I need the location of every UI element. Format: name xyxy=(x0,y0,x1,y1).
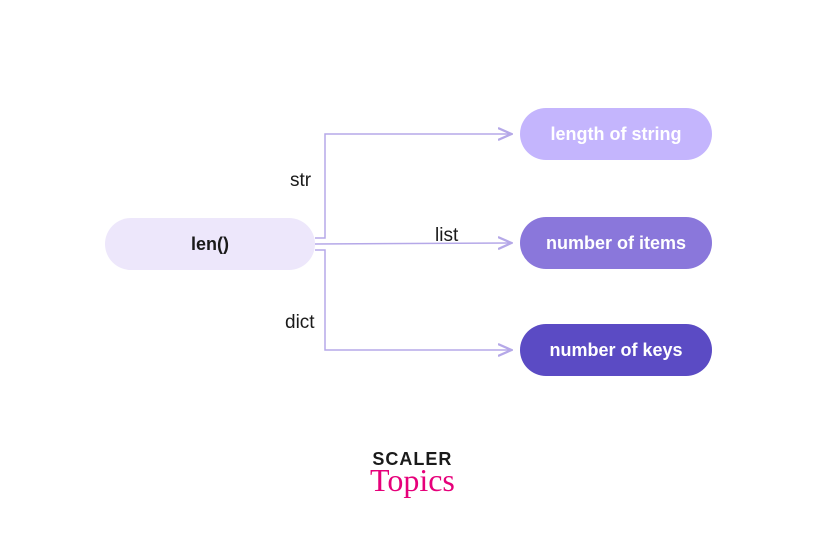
len-diagram: len() length of string str number of items… xyxy=(0,0,816,550)
scaler-topics-logo: SCALER Topics xyxy=(370,450,455,496)
arrow-0 xyxy=(315,134,510,238)
target-node-label: length of string xyxy=(551,124,682,145)
source-node-label: len() xyxy=(191,234,229,255)
edge-label-1: list xyxy=(435,225,458,247)
target-node-label: number of items xyxy=(546,233,686,254)
arrow-2 xyxy=(315,250,510,350)
target-node-2: number of keys xyxy=(520,324,712,376)
source-node-len: len() xyxy=(105,218,315,270)
edge-label-2: dict xyxy=(285,312,315,334)
target-node-0: length of string xyxy=(520,108,712,160)
arrow-1 xyxy=(315,243,510,244)
target-node-label: number of keys xyxy=(549,340,682,361)
target-node-1: number of items xyxy=(520,217,712,269)
logo-line2: Topics xyxy=(370,464,455,496)
edge-label-0: str xyxy=(290,170,311,192)
